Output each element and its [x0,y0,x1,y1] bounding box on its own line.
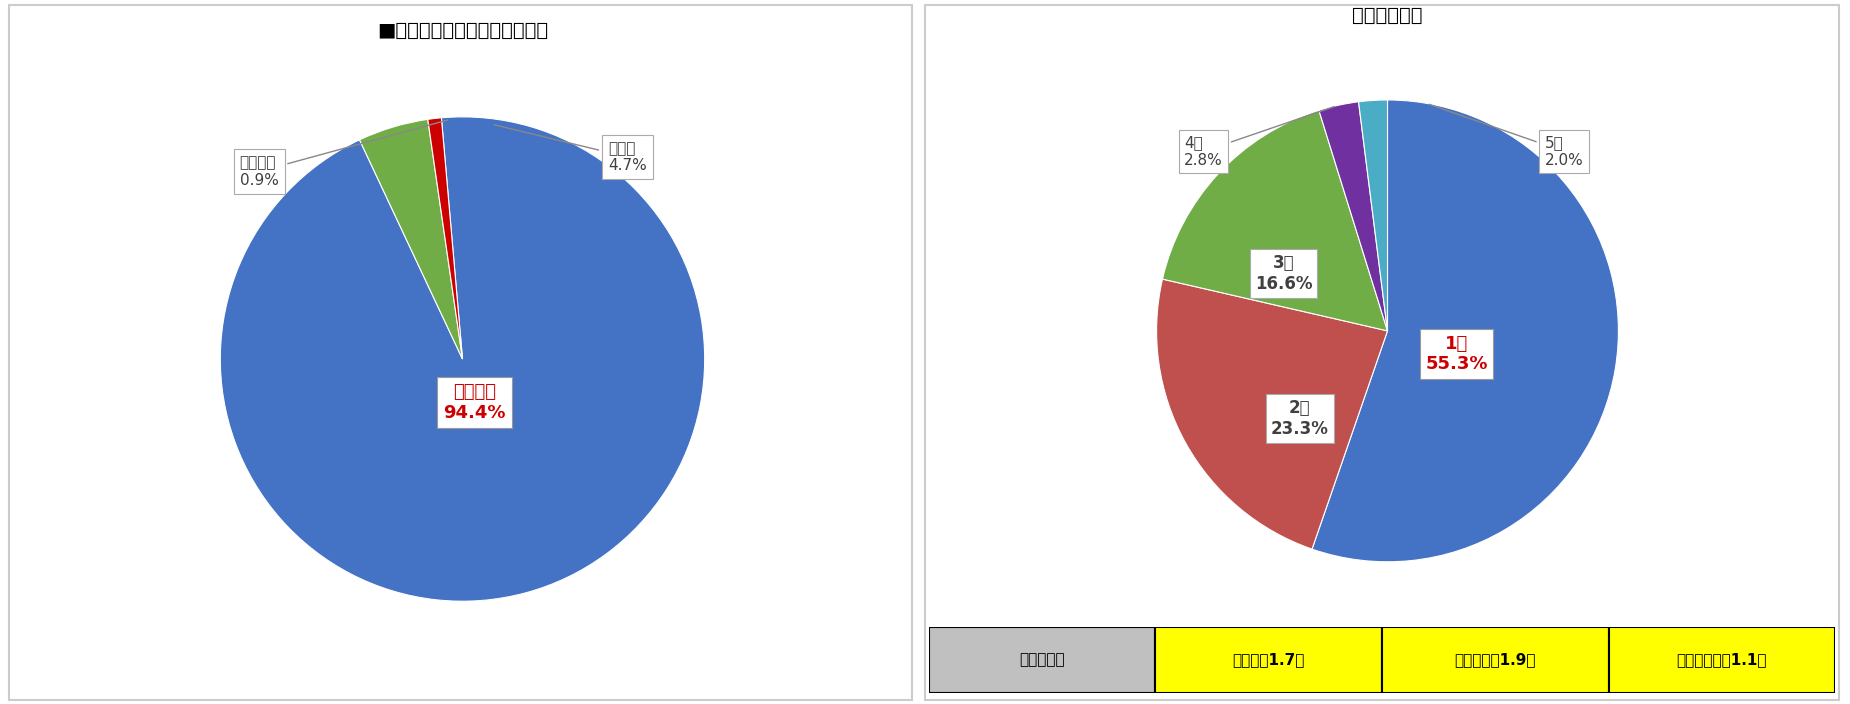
Text: 内定数平均: 内定数平均 [1019,653,1066,667]
Wedge shape [427,118,462,359]
Text: 1社
55.3%: 1社 55.3% [1426,334,1487,373]
Text: 内定なし
0.9%: 内定なし 0.9% [240,120,448,188]
FancyBboxPatch shape [1154,627,1382,693]
Wedge shape [1358,100,1388,331]
Wedge shape [359,120,462,359]
Wedge shape [220,117,705,601]
Text: その他
4.7%: その他 4.7% [494,125,646,173]
FancyBboxPatch shape [1610,627,1835,693]
Text: 【大学生】1.9社: 【大学生】1.9社 [1454,653,1536,667]
Title: ■内定の取得状況（単一回答）: ■内定の取得状況（単一回答） [377,20,548,39]
Text: 2社
23.3%: 2社 23.3% [1271,399,1328,438]
Text: 【全体】1.7社: 【全体】1.7社 [1232,653,1304,667]
Text: 3社
16.6%: 3社 16.6% [1254,253,1312,293]
FancyBboxPatch shape [929,627,1154,693]
Text: 4社
2.8%: 4社 2.8% [1184,106,1334,168]
Text: 【専門学生】1.1社: 【専門学生】1.1社 [1676,653,1767,667]
FancyBboxPatch shape [1382,627,1610,693]
Wedge shape [1312,100,1619,562]
Wedge shape [1319,102,1388,331]
Text: 内定あり
94.4%: 内定あり 94.4% [444,383,505,422]
Wedge shape [1156,279,1388,549]
Text: 5社
2.0%: 5社 2.0% [1430,104,1584,168]
Title: ■「内定取得者回答」内定取得数
（単一回答）: ■「内定取得者回答」内定取得数 （単一回答） [1297,0,1478,25]
Wedge shape [1162,111,1388,331]
